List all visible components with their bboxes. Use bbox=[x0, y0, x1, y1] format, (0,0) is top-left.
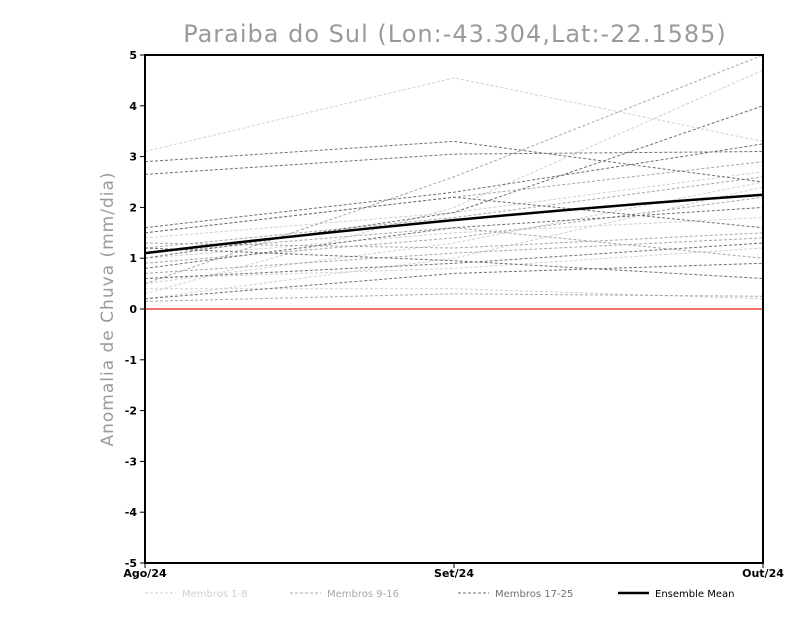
series-line-membro-20 bbox=[144, 105, 764, 259]
y-tick-label: 1 bbox=[129, 252, 137, 265]
y-tick-label: -2 bbox=[125, 405, 137, 418]
legend-label-membros-17-25: Membros 17-25 bbox=[495, 589, 573, 600]
series-line-membro-2 bbox=[144, 69, 764, 295]
series-line-membro-15 bbox=[144, 54, 764, 285]
legend-label-membros-1-8: Membros 1-8 bbox=[182, 589, 248, 600]
series-line-membro-6 bbox=[144, 186, 764, 300]
series-line-membro-10 bbox=[144, 237, 764, 274]
series-line-membro-16 bbox=[144, 232, 764, 249]
plot-frame bbox=[144, 54, 764, 564]
x-tick-label: Set/24 bbox=[434, 567, 474, 580]
legend-label-membros-9-16: Membros 9-16 bbox=[327, 589, 399, 600]
series-line-membro-9 bbox=[144, 176, 764, 249]
y-tick-label: -4 bbox=[125, 506, 138, 519]
series-line-membro-21 bbox=[144, 206, 764, 269]
y-tick-label: 3 bbox=[129, 151, 137, 164]
series-line-membro-13 bbox=[144, 293, 764, 302]
series-line-membro-18 bbox=[144, 151, 764, 175]
legend: Membros 1-8 Membros 9-16 Membros 17-25 E… bbox=[145, 589, 734, 600]
y-tick-label: 5 bbox=[129, 49, 137, 62]
series-line-membro-22 bbox=[144, 242, 764, 279]
series-line-membro-8 bbox=[144, 247, 764, 279]
series-line-membro-5 bbox=[144, 217, 764, 259]
y-tick-label: -3 bbox=[125, 455, 137, 468]
series-line-membro-4 bbox=[145, 288, 764, 300]
series-line-membro-24 bbox=[144, 196, 764, 234]
y-axis-label: Anomalia de Chuva (mm/dia) bbox=[98, 171, 118, 446]
legend-label-ensemble-mean: Ensemble Mean bbox=[655, 589, 734, 600]
y-tick-label: -5 bbox=[125, 557, 137, 570]
series-line-membro-25 bbox=[144, 262, 764, 300]
x-tick-label: Ago/24 bbox=[123, 567, 167, 580]
series-line-membro-17 bbox=[144, 140, 764, 183]
series-line-membro-12 bbox=[144, 196, 764, 264]
series-line-membro-19 bbox=[144, 143, 764, 229]
y-tick-label: 0 bbox=[129, 303, 137, 316]
series-line-membro-1 bbox=[144, 77, 764, 152]
series-line-membro-23 bbox=[144, 247, 764, 279]
x-tick-label: Out/24 bbox=[742, 567, 784, 580]
y-tick-label: -1 bbox=[125, 354, 137, 367]
y-tick-label: 2 bbox=[129, 201, 137, 214]
chart-title: Paraiba do Sul (Lon:-43.304,Lat:-22.1585… bbox=[183, 20, 727, 48]
series-line-ensemble-mean bbox=[144, 193, 764, 255]
y-tick-label: 4 bbox=[129, 100, 137, 113]
